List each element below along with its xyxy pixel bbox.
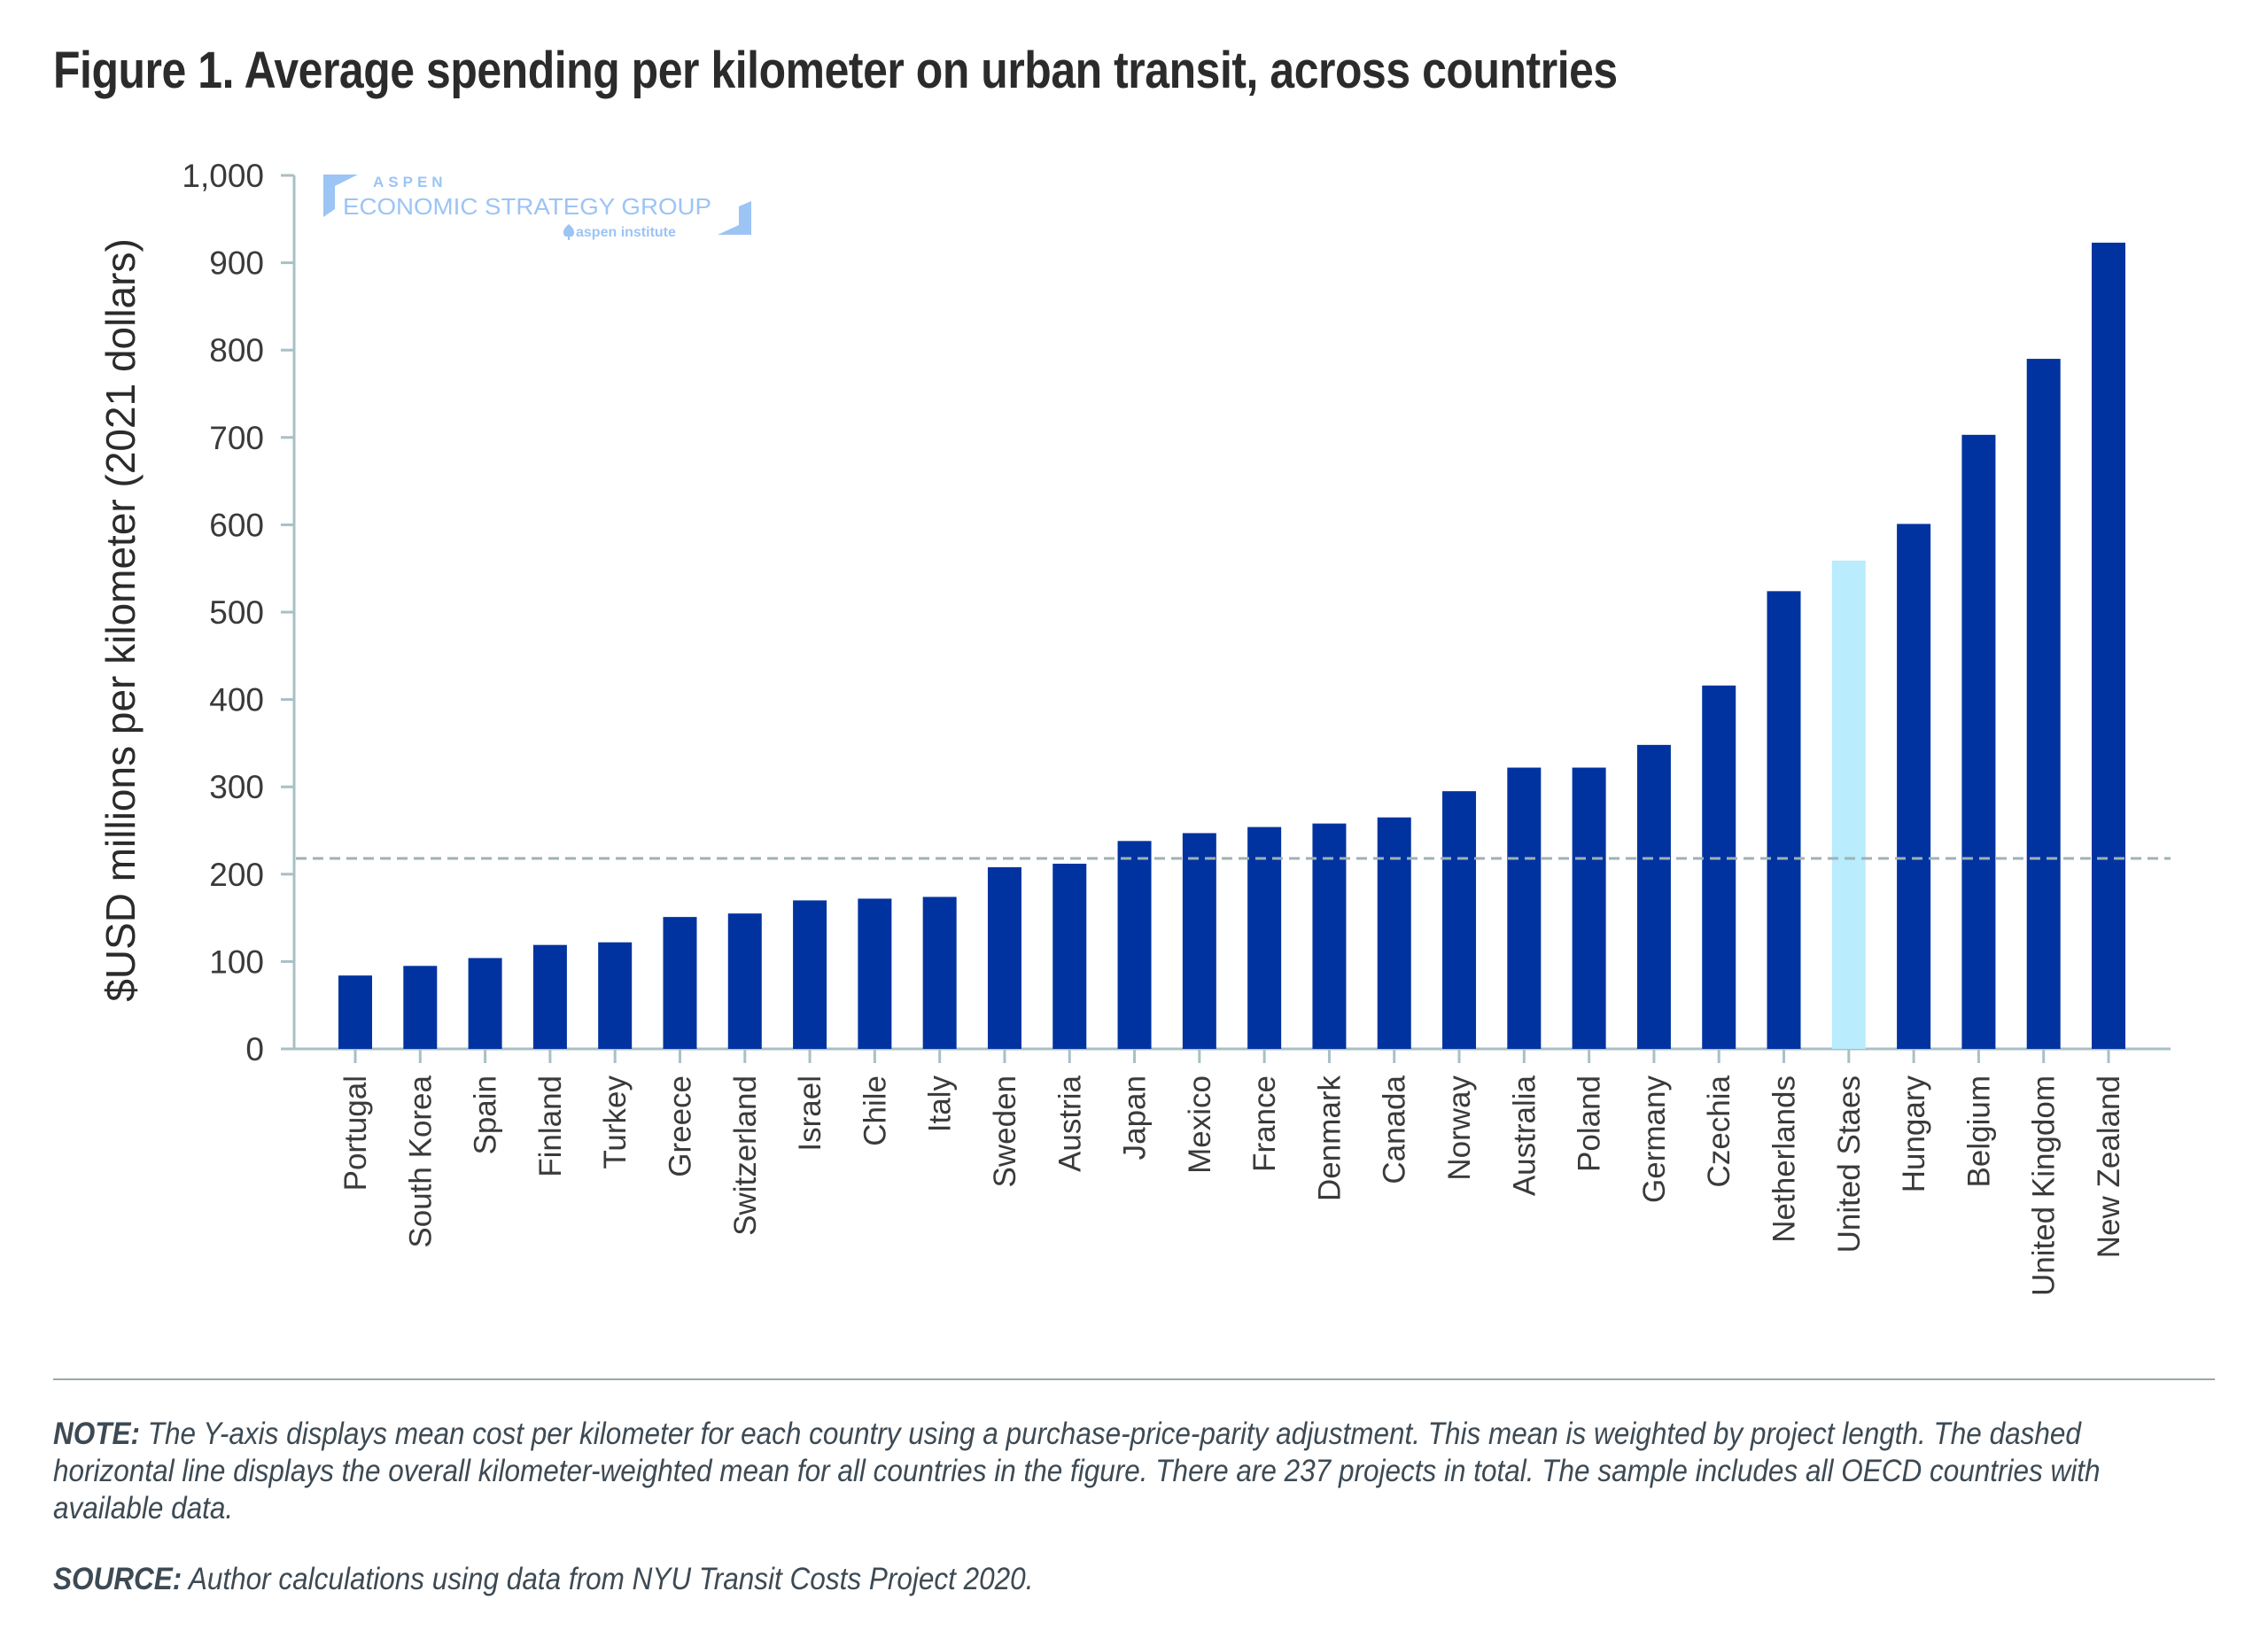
bars (338, 242, 2125, 1049)
y-tick-label: 1,000 (182, 158, 264, 194)
y-tick-label: 0 (245, 1031, 264, 1067)
x-category-label: Italy (923, 1075, 958, 1133)
logo-corner-left-icon (323, 175, 358, 217)
x-category-label: Sweden (988, 1075, 1022, 1187)
x-category-label: Turkey (598, 1075, 633, 1169)
bar (403, 966, 438, 1049)
source-label: SOURCE: (53, 1562, 183, 1596)
aspen-leaf-icon (563, 224, 575, 240)
logo-institute-text: aspen institute (576, 225, 676, 240)
logo-corner-right-icon (718, 201, 751, 235)
bar (1897, 524, 1931, 1049)
x-category-label: Japan (1118, 1075, 1153, 1160)
bar (1636, 744, 1671, 1049)
bar (338, 975, 372, 1049)
x-category-label: Mexico (1183, 1075, 1217, 1174)
footnotes: NOTE: The Y-axis displays mean cost per … (53, 1416, 2206, 1598)
x-category-label: United Staes (1832, 1075, 1867, 1253)
y-tick-label: 400 (209, 682, 264, 718)
x-category-label: United Kingdom (2027, 1075, 2062, 1296)
bar (858, 898, 892, 1049)
bar (1767, 591, 1801, 1049)
bar (1312, 823, 1347, 1049)
source-paragraph: SOURCE: Author calculations using data f… (53, 1561, 2206, 1598)
x-category-label: Australia (1507, 1075, 1542, 1196)
bar (1182, 833, 1216, 1049)
bar (1247, 827, 1282, 1049)
y-tick-label: 600 (209, 507, 264, 543)
x-category-label: Switzerland (728, 1075, 763, 1236)
bar (1052, 863, 1087, 1049)
x-category-label: Portugal (338, 1075, 373, 1191)
bar (468, 958, 502, 1049)
x-category-label: Czechia (1702, 1075, 1736, 1187)
x-category-label: Greece (663, 1075, 697, 1177)
x-category-label: Poland (1573, 1075, 1607, 1172)
bar (987, 866, 1021, 1049)
bar (2026, 359, 2061, 1049)
aspen-esg-logo: ASPEN ECONOMIC STRATEGY GROUP aspen inst… (323, 174, 751, 240)
y-tick-label: 800 (209, 332, 264, 369)
x-category-label: Belgium (1961, 1075, 1996, 1187)
note-paragraph: NOTE: The Y-axis displays mean cost per … (53, 1416, 2206, 1527)
bar-chart: $USD millions per kilometer (2021 dollar… (97, 158, 2171, 1296)
bar (1702, 685, 1736, 1049)
y-axis-title: $USD millions per kilometer (2021 dollar… (97, 238, 144, 1002)
x-category-label: Netherlands (1767, 1075, 1802, 1243)
bar (598, 942, 633, 1049)
y-tick-label: 500 (209, 594, 264, 631)
bar (1507, 767, 1542, 1049)
x-category-label: Canada (1378, 1075, 1412, 1184)
bar (727, 913, 762, 1049)
x-category-label: South Korea (403, 1075, 438, 1247)
note-label: NOTE: (53, 1417, 141, 1451)
bar (1377, 817, 1411, 1049)
y-tick-label: 700 (209, 420, 264, 456)
logo-aspen-text: ASPEN (373, 174, 447, 190)
logo-esg-text: ECONOMIC STRATEGY GROUP (343, 193, 711, 220)
source-text: Author calculations using data from NYU … (182, 1562, 1034, 1596)
x-category-label: Austria (1052, 1075, 1087, 1171)
axes (281, 174, 2171, 1063)
x-category-label: Norway (1442, 1075, 1477, 1181)
x-category-label: Hungary (1897, 1075, 1931, 1193)
x-category-label: Germany (1637, 1075, 1672, 1203)
bar (793, 900, 827, 1049)
x-category-label: Finland (533, 1075, 568, 1177)
y-tick-label: 100 (209, 943, 264, 980)
bar (1572, 767, 1606, 1049)
y-tick-labels: 0 100 200 300 400 500 600 700 800 900 1,000 (182, 158, 264, 1067)
bar (2092, 242, 2125, 1049)
x-category-label: Chile (858, 1075, 892, 1146)
bar (1117, 841, 1152, 1049)
y-tick-label: 900 (209, 245, 264, 282)
x-category-label: Israel (793, 1075, 827, 1152)
bar (1442, 791, 1477, 1049)
footer-divider (53, 1378, 2215, 1380)
bar (663, 917, 697, 1049)
x-category-label: Spain (469, 1075, 503, 1155)
y-tick-label: 200 (209, 857, 264, 893)
bar-highlighted (1831, 560, 1866, 1049)
bar (922, 897, 957, 1049)
x-category-labels: Portugal South Korea Spain Finland Turkey Gre… (338, 1075, 2126, 1296)
x-category-label: New Zealand (2092, 1075, 2126, 1258)
bar (1961, 434, 1996, 1049)
figure-title: Figure 1. Average spending per kilometer… (53, 42, 1618, 99)
bar (532, 944, 567, 1049)
y-tick-label: 300 (209, 769, 264, 805)
x-category-label: France (1247, 1075, 1282, 1172)
note-text: The Y-axis displays mean cost per kilome… (53, 1417, 2101, 1525)
x-category-label: Denmark (1312, 1075, 1347, 1201)
